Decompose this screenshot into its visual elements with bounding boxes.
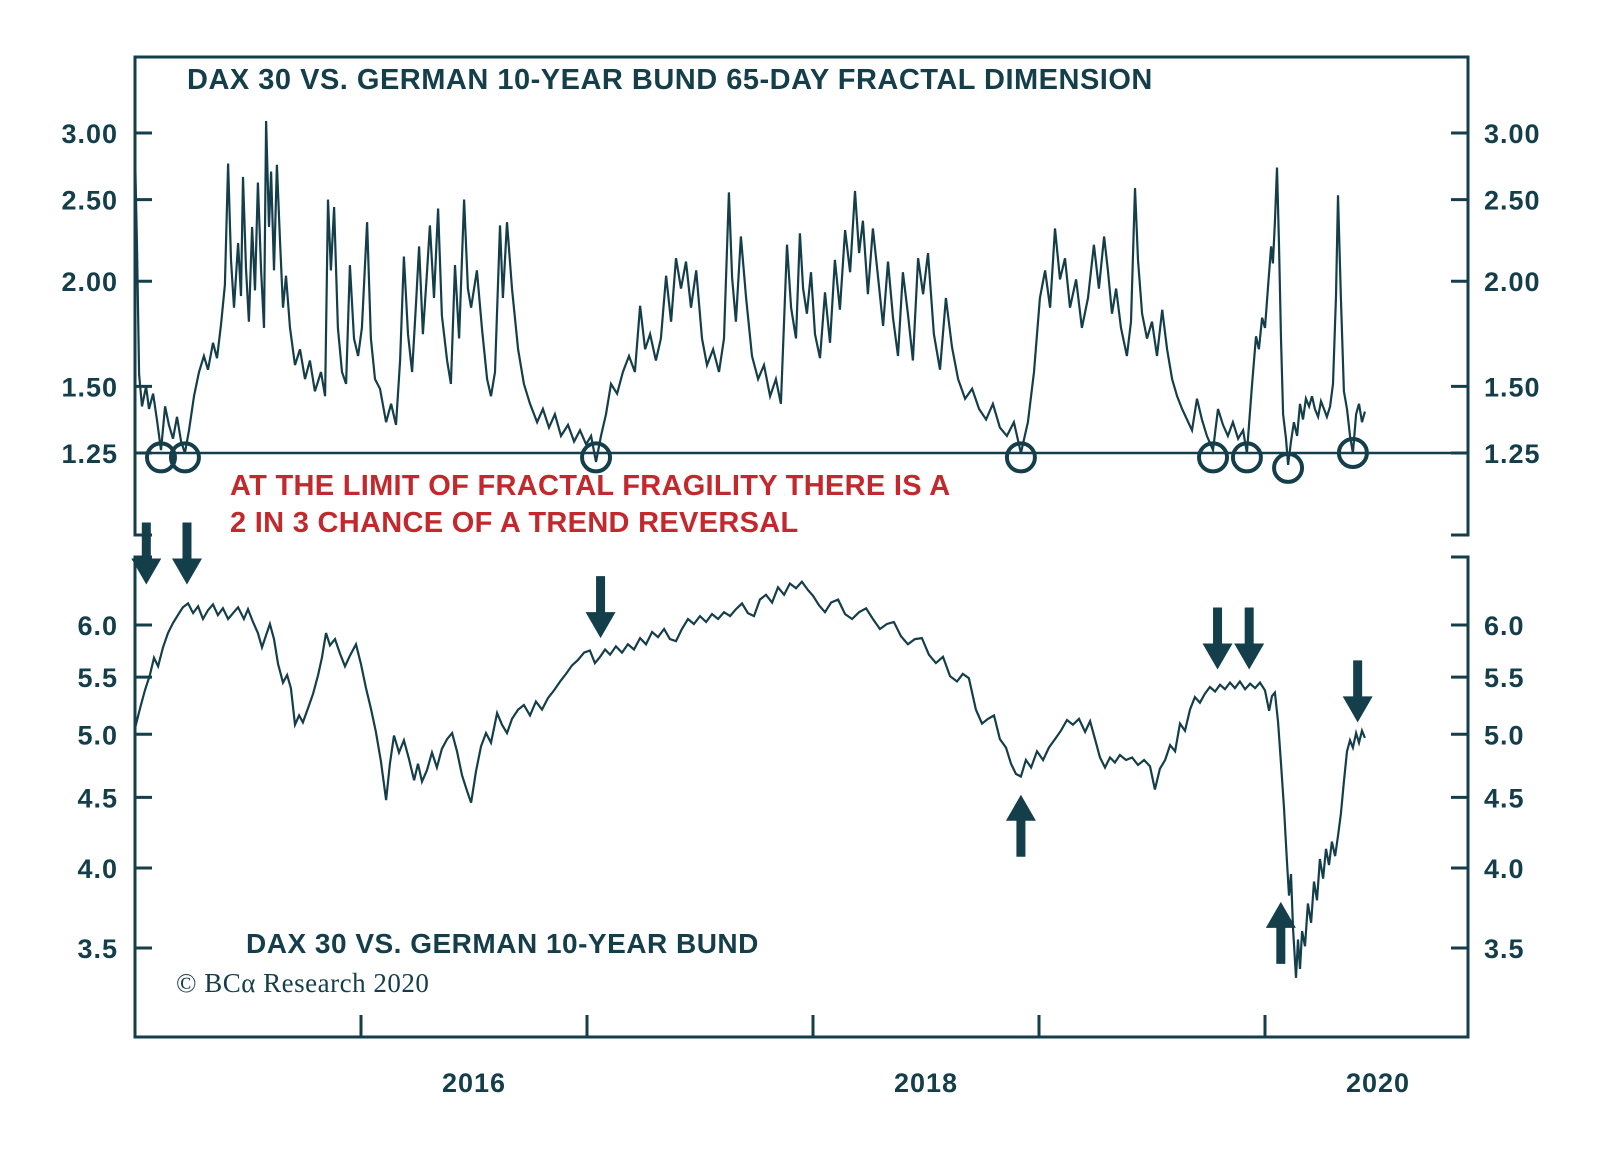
y-tick-label-left: 4.0	[77, 854, 118, 884]
fractal-fragility-annotation: AT THE LIMIT OF FRACTAL FRAGILITY THERE …	[230, 468, 950, 542]
y-tick-label-right: 1.25	[1484, 439, 1541, 469]
trend-reversal-down-arrow	[131, 522, 162, 585]
trend-reversal-up-arrow	[1005, 794, 1036, 857]
y-tick-label-left: 3.00	[61, 119, 118, 149]
y-tick-label-left: 1.50	[61, 372, 118, 402]
trend-reversal-down-arrow	[1234, 607, 1265, 670]
y-tick-label-left: 2.50	[61, 186, 118, 216]
top-panel-title: DAX 30 VS. GERMAN 10-YEAR BUND 65-DAY FR…	[187, 64, 1153, 96]
limit-touch-circle	[144, 441, 177, 474]
y-tick-label-right: 3.00	[1484, 119, 1541, 149]
limit-touch-circle	[1336, 437, 1369, 469]
fractal-dimension-series	[133, 120, 1366, 466]
x-year-label: 2020	[1346, 1068, 1410, 1098]
limit-touch-circle	[580, 441, 613, 474]
trend-reversal-down-arrow	[171, 522, 202, 585]
y-tick-label-right: 3.5	[1484, 934, 1525, 964]
trend-reversal-down-arrow	[585, 576, 616, 639]
limit-touch-circle	[168, 441, 201, 474]
trend-reversal-up-arrow	[1265, 901, 1296, 964]
y-tick-label-left: 5.0	[77, 720, 118, 750]
y-tick-label-left: 1.25	[61, 439, 118, 469]
y-tick-label-left: 2.00	[61, 267, 118, 297]
y-tick-label-right: 5.0	[1484, 720, 1525, 750]
copyright-credit: © BCα Research 2020	[176, 968, 430, 998]
limit-touch-circle	[1272, 451, 1305, 484]
y-tick-label-right: 6.0	[1484, 611, 1525, 641]
y-tick-label-left: 4.5	[77, 783, 118, 813]
x-year-label: 2018	[894, 1068, 958, 1098]
y-tick-label-right: 4.5	[1484, 783, 1525, 813]
y-tick-label-left: 3.5	[77, 934, 118, 964]
trend-reversal-down-arrow	[1202, 607, 1233, 670]
bottom-panel-title: DAX 30 VS. GERMAN 10-YEAR BUND	[246, 928, 759, 959]
ratio-series	[133, 579, 1366, 978]
x-year-label: 2016	[442, 1068, 506, 1098]
bottom-panel-frame	[133, 555, 1470, 1039]
top-panel-frame	[133, 55, 1470, 537]
y-tick-label-right: 5.5	[1484, 663, 1525, 693]
limit-touch-circle	[1230, 441, 1263, 474]
y-tick-label-left: 5.5	[77, 663, 118, 693]
trend-reversal-down-arrow	[1342, 660, 1373, 723]
y-tick-label-right: 1.50	[1484, 372, 1541, 402]
limit-touch-circle	[1197, 441, 1230, 474]
limit-touch-circle	[1004, 441, 1037, 474]
y-tick-label-right: 2.50	[1484, 186, 1541, 216]
y-tick-label-right: 2.00	[1484, 267, 1541, 297]
y-tick-label-left: 6.0	[77, 611, 118, 641]
annotation-line-1: AT THE LIMIT OF FRACTAL FRAGILITY THERE …	[230, 470, 951, 502]
y-tick-label-right: 4.0	[1484, 854, 1525, 884]
annotation-line-2: 2 IN 3 CHANCE OF A TREND REVERSAL	[230, 507, 799, 539]
